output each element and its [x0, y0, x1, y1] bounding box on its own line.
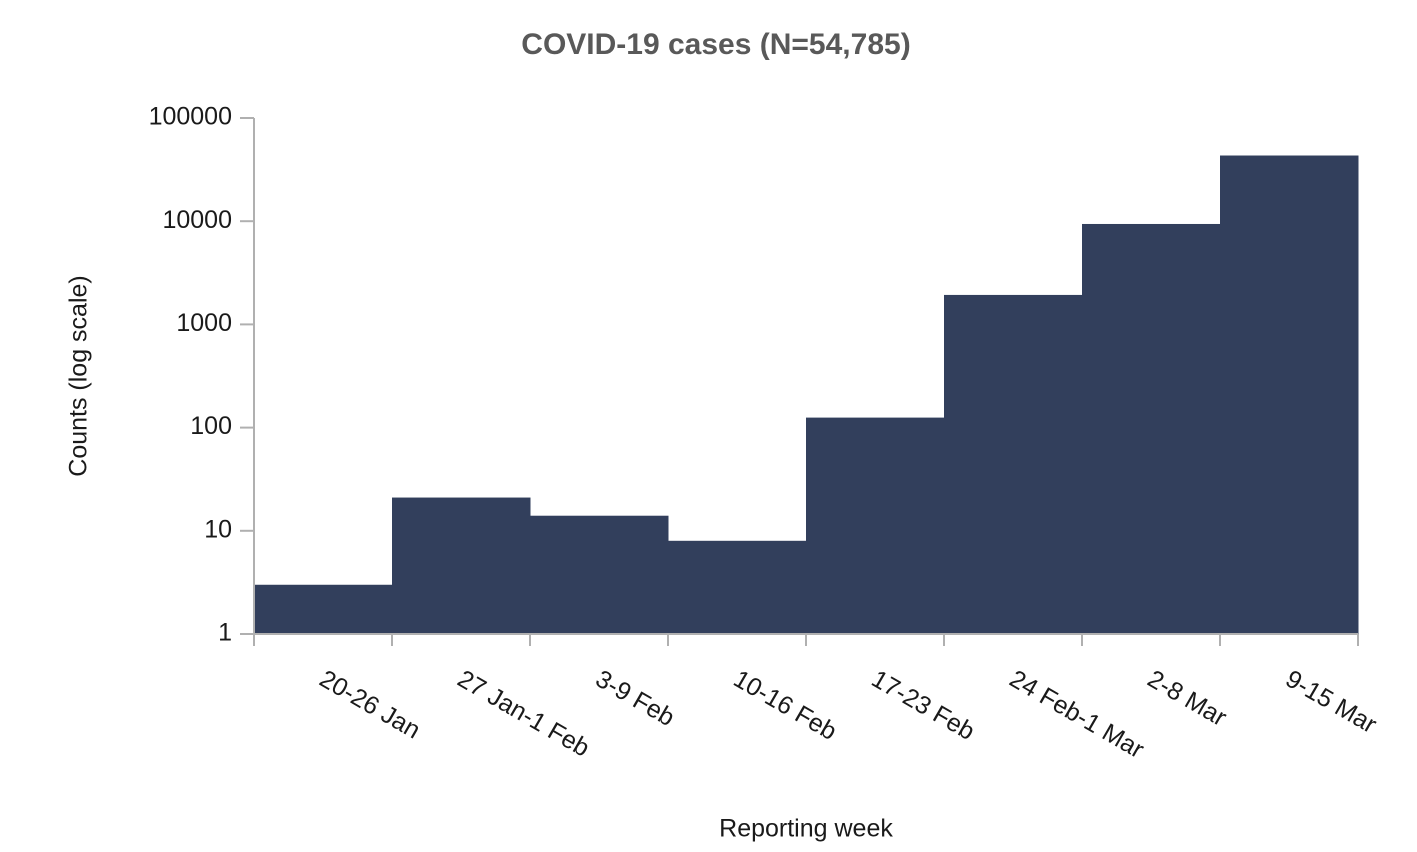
x-tick-label: 9-15 Mar — [1281, 665, 1382, 739]
y-tick-label: 100 — [190, 412, 232, 440]
bar — [1220, 155, 1359, 634]
y-tick-label: 10000 — [162, 206, 232, 234]
bar — [254, 584, 393, 634]
x-tick-label: 27 Jan-1 Feb — [453, 665, 595, 763]
x-tick-label: 3-9 Feb — [591, 665, 680, 732]
bar — [1082, 223, 1221, 634]
bar — [530, 515, 669, 634]
y-tick-label: 10 — [204, 515, 232, 543]
x-axis-label: Reporting week — [719, 815, 893, 843]
bar — [392, 497, 531, 634]
x-tick-label: 24 Feb-1 Mar — [1005, 665, 1149, 764]
bar — [668, 540, 807, 634]
y-tick-label: 1000 — [176, 309, 232, 337]
y-axis-label: Counts (log scale) — [65, 275, 93, 476]
x-tick-label: 17-23 Feb — [867, 665, 980, 746]
y-tick-label: 1 — [218, 619, 232, 647]
bar — [806, 417, 945, 634]
x-tick-label: 10-16 Feb — [729, 665, 842, 746]
chart-title: COVID-19 cases (N=54,785) — [521, 28, 910, 61]
bar — [944, 294, 1083, 634]
x-tick-label: 20-26 Jan — [315, 665, 425, 745]
x-tick-label: 2-8 Mar — [1143, 665, 1232, 732]
y-tick-label: 100000 — [149, 103, 232, 131]
